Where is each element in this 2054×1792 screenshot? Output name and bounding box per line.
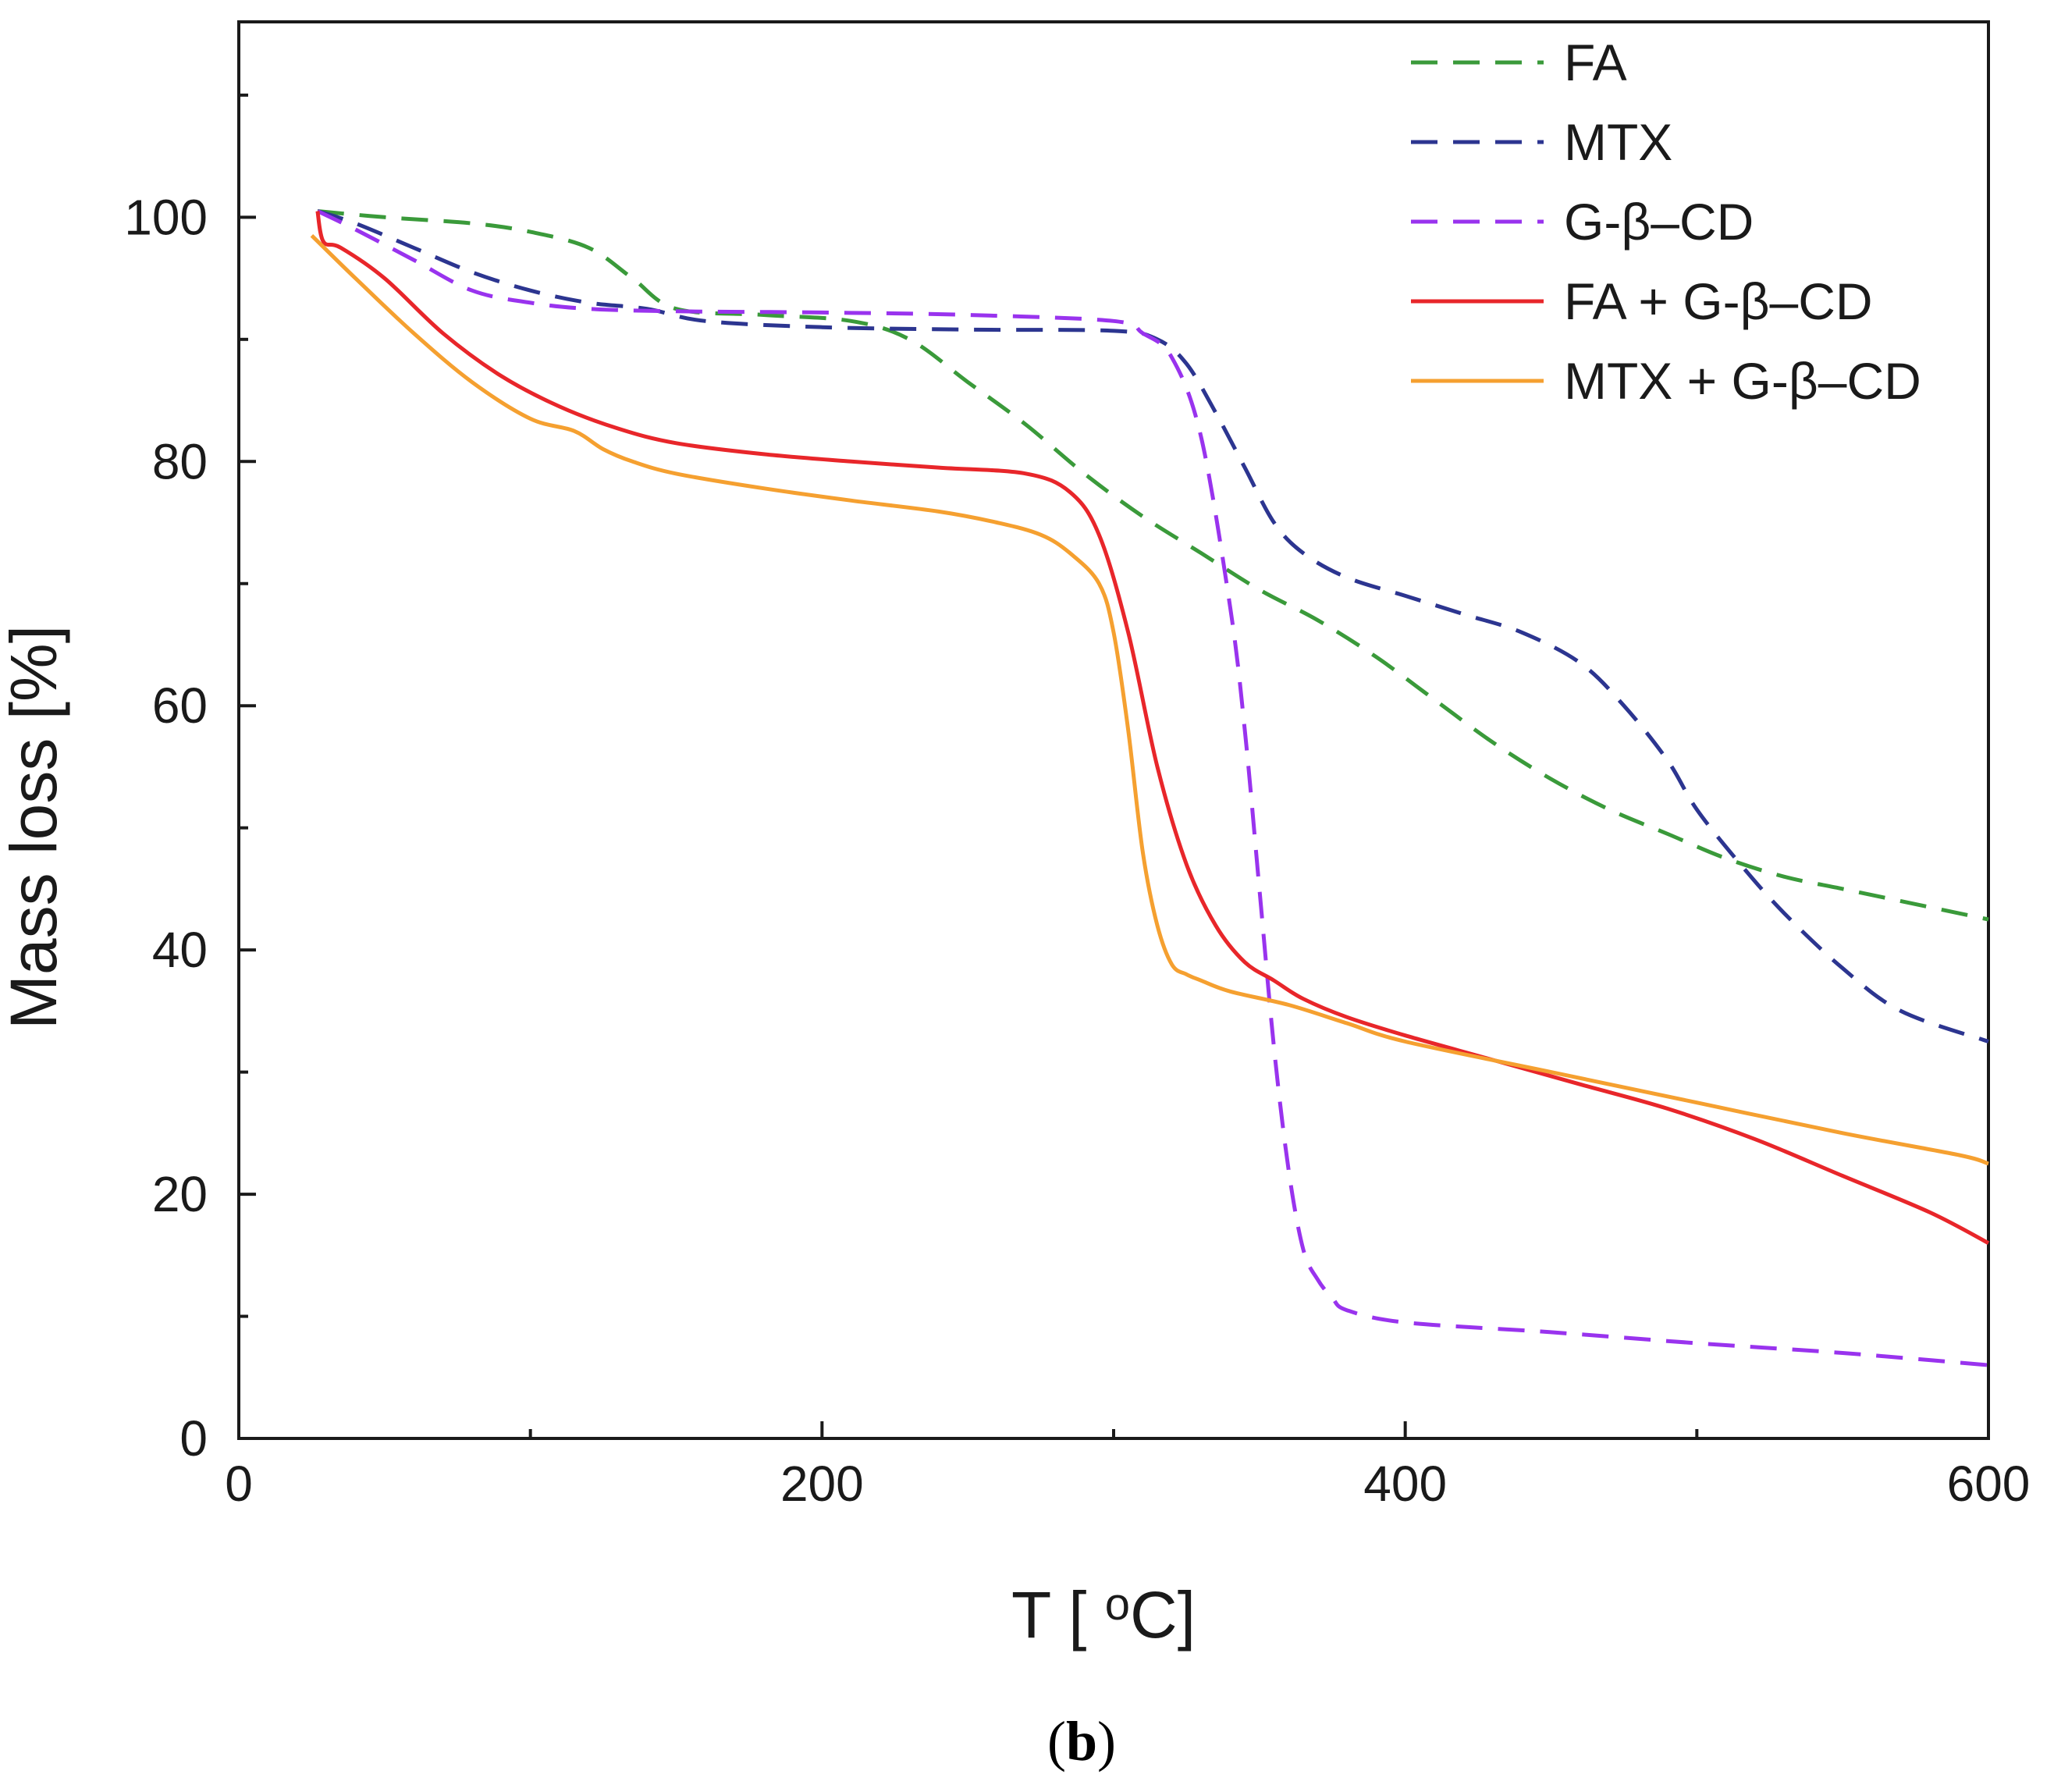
x-tick-label: 600 <box>1947 1456 2031 1512</box>
legend-label: MTX + G-β–CD <box>1564 352 1921 410</box>
series-lines <box>310 209 1990 1367</box>
y-tick-label: 20 <box>152 1166 208 1222</box>
caption-close: ) <box>1097 1710 1116 1772</box>
y-tick-label: 40 <box>152 922 208 978</box>
series-line-2 <box>317 209 1989 1044</box>
x-axis-title-text: T [ <box>1011 1578 1086 1652</box>
x-axis-title: T [ oC] <box>1011 1578 1196 1652</box>
axis-ticks <box>237 93 1990 1440</box>
x-axis-title-unit: C] <box>1130 1578 1196 1652</box>
y-tick-label: 80 <box>152 433 208 489</box>
legend-label: FA + G-β–CD <box>1564 272 1873 330</box>
legend-label: G-β–CD <box>1564 193 1754 251</box>
x-tick-label: 0 <box>225 1456 253 1512</box>
x-tick-label: 200 <box>780 1456 864 1512</box>
caption-letter: b <box>1066 1710 1097 1772</box>
legend-label: MTX <box>1564 113 1672 171</box>
series-line-5 <box>310 234 1989 1166</box>
series-line-4 <box>315 211 1990 1245</box>
series-line-1 <box>317 209 1989 922</box>
y-tick-label: 0 <box>179 1410 208 1467</box>
figure-caption: (b) <box>1047 1710 1116 1772</box>
y-tick-label: 60 <box>152 677 208 734</box>
x-tick-label: 400 <box>1363 1456 1447 1512</box>
legend: FA MTX G-β–CD FA + G-β–CD MTX + G-β–CD <box>1411 34 1921 410</box>
caption-open: ( <box>1047 1710 1066 1772</box>
tick-labels: 0 200 400 600 0 20 40 60 80 100 <box>124 189 2030 1512</box>
legend-label: FA <box>1564 34 1627 91</box>
series-line-3 <box>316 209 1989 1367</box>
y-axis-title: Mass loss [%] <box>0 625 70 1029</box>
y-tick-label: 100 <box>124 189 208 245</box>
x-axis-title-degree: o <box>1105 1579 1130 1630</box>
